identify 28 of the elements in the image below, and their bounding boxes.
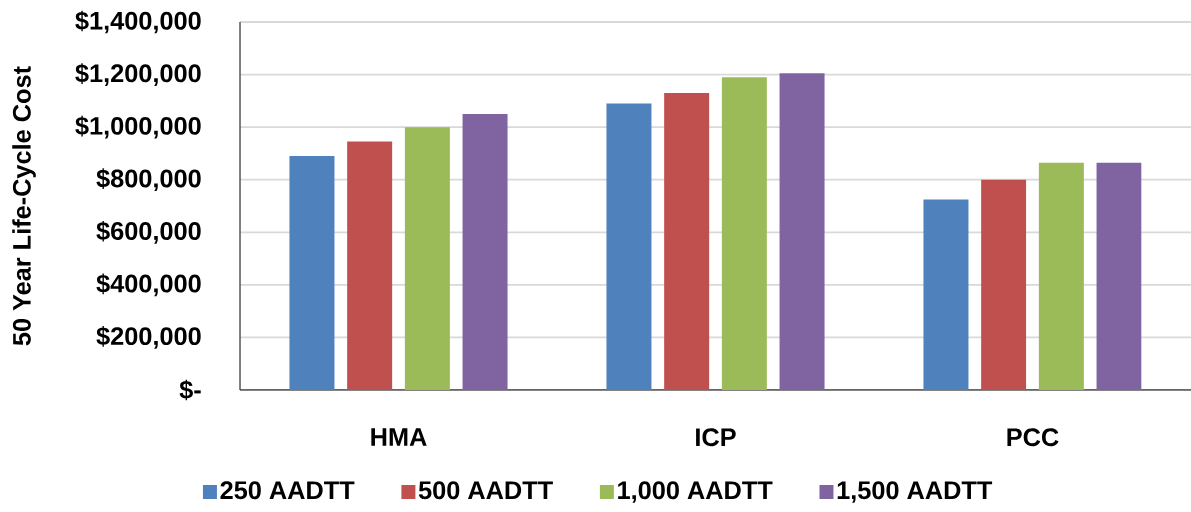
y-tick-label: $400,000 xyxy=(96,273,201,297)
bar xyxy=(664,92,710,390)
legend-label: 250 AADTT xyxy=(220,481,355,500)
x-tick-label: ICP xyxy=(696,428,736,447)
x-tick-label: PCC xyxy=(1007,428,1059,447)
bar xyxy=(347,141,393,390)
bar xyxy=(404,127,450,390)
y-tick-label: $600,000 xyxy=(96,220,201,244)
bar xyxy=(606,103,652,390)
legend-label: 500 AADTT xyxy=(418,481,553,500)
legend-label: 1,000 AADTT xyxy=(618,481,773,503)
bar xyxy=(1096,162,1142,390)
bar xyxy=(923,199,969,390)
legend-label: 1,500 AADTT xyxy=(837,481,993,503)
y-tick-label: $- xyxy=(179,379,201,401)
bar xyxy=(981,179,1027,390)
bar xyxy=(462,114,508,390)
bar xyxy=(1038,162,1084,390)
y-axis-title: 50 Year Life-Cycle Cost xyxy=(12,66,36,346)
bar xyxy=(779,73,825,390)
y-tick-label: $200,000 xyxy=(96,326,201,349)
y-tick-label: $1,200,000 xyxy=(75,63,201,86)
y-tick-label: $800,000 xyxy=(96,168,201,192)
bar xyxy=(289,156,335,390)
bar xyxy=(721,77,767,390)
y-tick-label: $1,000,000 xyxy=(75,115,201,139)
x-tick-label: HMA xyxy=(371,428,427,446)
y-tick-label: $1,400,000 xyxy=(75,10,201,34)
